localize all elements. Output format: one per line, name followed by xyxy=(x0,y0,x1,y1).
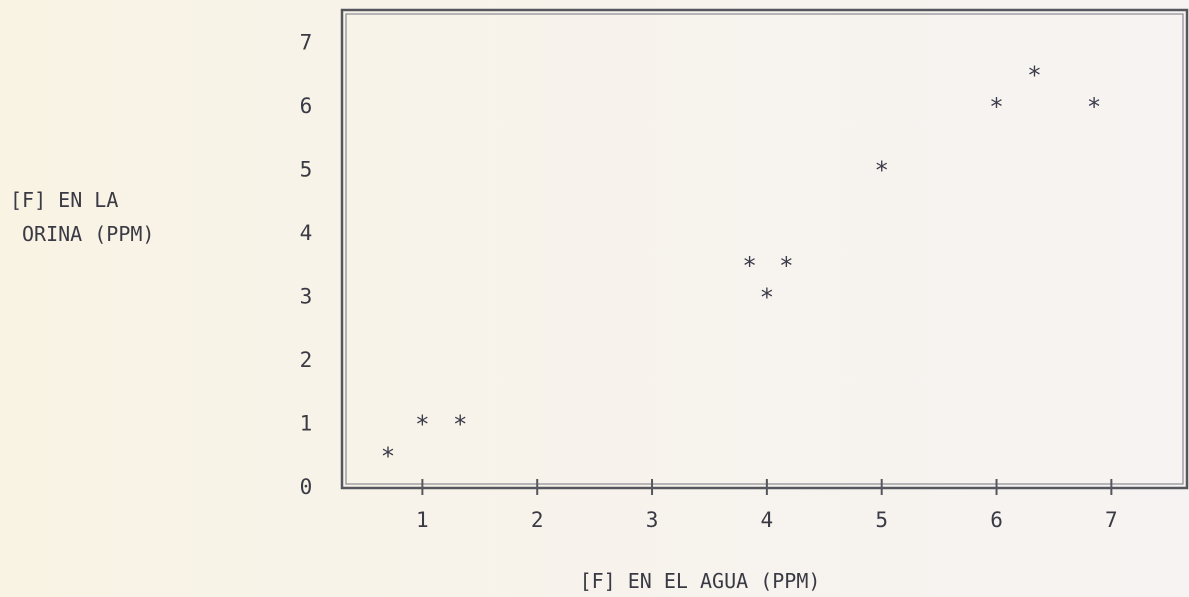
y-tick-label: 2 xyxy=(300,348,313,372)
x-tick-label: 5 xyxy=(875,508,888,532)
y-tick-label: 4 xyxy=(300,221,313,245)
x-tick-label: 1 xyxy=(416,508,429,532)
y-tick-label: 5 xyxy=(300,158,313,182)
x-tick-label: 7 xyxy=(1105,508,1118,532)
data-point: * xyxy=(760,284,774,312)
x-tick-label: 4 xyxy=(761,508,774,532)
y-tick-label: 6 xyxy=(300,94,313,118)
data-point: * xyxy=(779,252,793,280)
y-axis-ticks: 0 1 2 3 4 5 6 7 xyxy=(300,31,313,499)
y-tick-label: 7 xyxy=(300,31,313,55)
y-axis-title-line-1: [F] EN LA xyxy=(10,188,118,212)
y-axis-title-line-2: ORINA (PPM) xyxy=(22,222,154,246)
data-point: * xyxy=(874,157,888,185)
x-tick-label: 2 xyxy=(531,508,544,532)
y-tick-label: 0 xyxy=(300,475,313,499)
data-point: * xyxy=(1087,93,1101,121)
x-tick-label: 3 xyxy=(646,508,659,532)
data-points: ** ******** xyxy=(381,61,1102,470)
data-point: * xyxy=(1027,61,1041,89)
data-point: * xyxy=(415,411,429,439)
data-point: * xyxy=(381,442,395,470)
data-point: * xyxy=(742,252,756,280)
x-axis-ticks: 1 2 3 4 5 6 7 xyxy=(416,479,1118,532)
y-tick-label: 3 xyxy=(300,285,313,309)
x-axis-title: [F] EN EL AGUA (PPM) xyxy=(580,569,821,593)
data-point: * xyxy=(989,93,1003,121)
x-tick-label: 6 xyxy=(990,508,1003,532)
data-point: * xyxy=(453,411,467,439)
y-tick-label: 1 xyxy=(300,412,313,436)
plot-frame xyxy=(340,8,1189,490)
